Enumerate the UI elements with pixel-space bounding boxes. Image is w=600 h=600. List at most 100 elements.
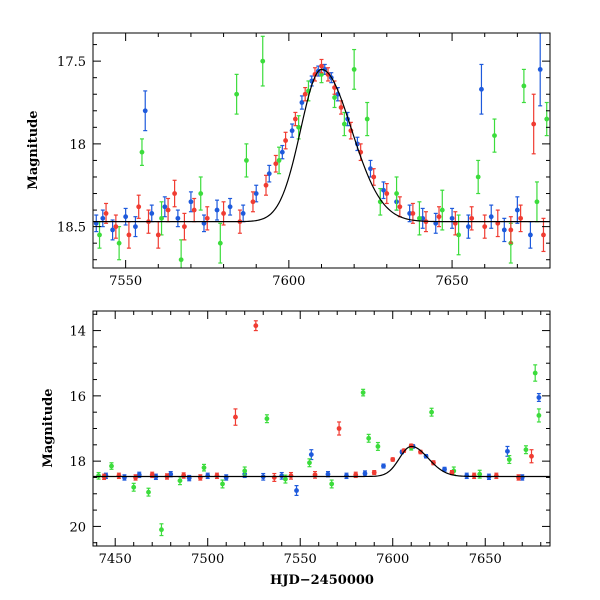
point-marker bbox=[488, 214, 494, 220]
data-point bbox=[296, 115, 302, 140]
data-point bbox=[537, 33, 543, 107]
point-marker bbox=[266, 171, 272, 177]
point-marker bbox=[394, 191, 399, 196]
data-point bbox=[116, 226, 122, 261]
point-marker bbox=[532, 370, 538, 376]
data-point bbox=[182, 212, 187, 241]
data-point bbox=[390, 457, 396, 462]
point-marker bbox=[544, 116, 550, 122]
point-marker bbox=[292, 116, 298, 122]
point-marker bbox=[146, 489, 151, 495]
point-marker bbox=[116, 240, 122, 246]
point-marker bbox=[384, 191, 390, 196]
point-marker bbox=[283, 138, 288, 143]
data-point bbox=[292, 111, 298, 127]
point-marker bbox=[263, 182, 269, 188]
data-point bbox=[260, 35, 266, 87]
data-point bbox=[319, 58, 324, 74]
data-point bbox=[126, 221, 132, 249]
data-point bbox=[233, 408, 238, 426]
point-marker bbox=[439, 207, 445, 213]
data-point bbox=[217, 222, 223, 264]
data-point bbox=[381, 181, 386, 200]
point-marker bbox=[308, 452, 314, 458]
data-point bbox=[308, 449, 314, 461]
data-point bbox=[482, 214, 488, 239]
point-marker bbox=[155, 232, 161, 238]
point-marker bbox=[471, 473, 477, 479]
point-marker bbox=[375, 444, 381, 449]
data-point bbox=[529, 449, 534, 464]
data-point bbox=[223, 474, 229, 481]
data-point bbox=[234, 73, 240, 115]
point-marker bbox=[191, 207, 197, 213]
point-marker bbox=[506, 457, 512, 462]
point-marker bbox=[271, 475, 277, 480]
data-point bbox=[175, 209, 181, 228]
point-marker bbox=[390, 457, 396, 462]
point-marker bbox=[537, 67, 543, 72]
point-marker bbox=[242, 468, 248, 474]
point-marker bbox=[214, 207, 220, 213]
data-point bbox=[142, 90, 148, 132]
data-point bbox=[417, 201, 422, 236]
point-marker bbox=[408, 443, 414, 449]
data-point bbox=[325, 67, 331, 82]
data-point bbox=[188, 191, 194, 213]
bottom-model-curve bbox=[93, 445, 550, 478]
point-marker bbox=[351, 67, 357, 72]
x-tick-label: 7550 bbox=[109, 274, 142, 289]
point-marker bbox=[332, 95, 337, 100]
data-point bbox=[495, 209, 501, 238]
data-point bbox=[97, 221, 102, 249]
data-point bbox=[283, 474, 288, 484]
data-point bbox=[242, 466, 248, 476]
data-point bbox=[408, 443, 414, 449]
data-point bbox=[381, 463, 386, 469]
data-point bbox=[469, 206, 475, 231]
point-marker bbox=[175, 215, 181, 221]
point-marker bbox=[204, 215, 210, 221]
point-marker bbox=[449, 470, 455, 475]
point-marker bbox=[516, 475, 521, 480]
point-marker bbox=[456, 232, 461, 238]
point-marker bbox=[501, 227, 507, 233]
top-panel: 7550 7600 7650 17.5 18 18.5 Magnitude bbox=[26, 32, 551, 289]
point-marker bbox=[534, 199, 540, 205]
point-marker bbox=[240, 210, 246, 216]
data-point bbox=[493, 472, 499, 480]
data-point bbox=[240, 204, 246, 223]
data-point bbox=[113, 214, 119, 239]
point-marker bbox=[253, 323, 259, 329]
point-marker bbox=[244, 158, 249, 163]
point-marker bbox=[221, 210, 226, 216]
point-marker bbox=[518, 215, 524, 221]
point-marker bbox=[172, 191, 178, 196]
data-point bbox=[506, 454, 512, 465]
point-marker bbox=[531, 121, 537, 127]
data-point bbox=[436, 206, 442, 228]
data-point bbox=[136, 194, 142, 219]
point-marker bbox=[142, 108, 148, 114]
point-marker bbox=[139, 149, 145, 155]
point-marker bbox=[325, 471, 331, 477]
data-point bbox=[375, 441, 381, 451]
data-point bbox=[109, 462, 114, 470]
point-marker bbox=[234, 91, 240, 97]
point-marker bbox=[329, 481, 335, 487]
data-point bbox=[312, 470, 318, 479]
point-marker bbox=[276, 158, 282, 163]
data-point bbox=[283, 131, 288, 150]
point-marker bbox=[508, 227, 514, 233]
point-marker bbox=[541, 232, 546, 238]
point-marker bbox=[364, 116, 370, 122]
point-marker bbox=[165, 207, 171, 213]
data-point bbox=[442, 466, 447, 472]
point-marker bbox=[279, 473, 285, 479]
y-tick-label: 14 bbox=[69, 325, 86, 340]
data-point bbox=[264, 414, 270, 424]
point-marker bbox=[283, 476, 288, 482]
x-tick-label: 7550 bbox=[284, 552, 317, 567]
data-point bbox=[250, 191, 256, 213]
